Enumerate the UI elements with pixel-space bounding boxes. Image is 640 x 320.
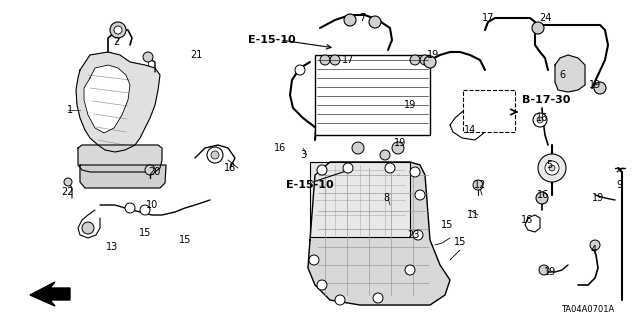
Circle shape [380, 150, 390, 160]
Text: 19: 19 [404, 100, 416, 110]
Circle shape [405, 265, 415, 275]
Polygon shape [30, 282, 70, 306]
Text: 15: 15 [139, 228, 151, 238]
Text: 15: 15 [441, 220, 453, 230]
Text: 10: 10 [146, 200, 158, 210]
Text: 21: 21 [190, 50, 202, 60]
Circle shape [473, 180, 483, 190]
Circle shape [140, 205, 150, 215]
Circle shape [549, 165, 555, 171]
Circle shape [420, 55, 430, 65]
Bar [310, 162, 410, 237]
Circle shape [410, 167, 420, 177]
Text: 19: 19 [427, 50, 439, 60]
Circle shape [317, 165, 327, 175]
Text: 17: 17 [482, 13, 494, 23]
Text: 20: 20 [148, 167, 160, 177]
Circle shape [545, 161, 559, 175]
Text: 8: 8 [383, 193, 389, 203]
Circle shape [590, 240, 600, 250]
Polygon shape [84, 65, 130, 133]
Circle shape [82, 222, 94, 234]
Text: 24: 24 [539, 13, 551, 23]
Text: 4: 4 [591, 245, 597, 255]
Text: 23: 23 [407, 230, 419, 240]
Text: 15: 15 [179, 235, 191, 245]
Bar [463, 90, 515, 132]
Circle shape [539, 265, 549, 275]
Text: 16: 16 [274, 143, 286, 153]
Text: 19: 19 [544, 267, 556, 277]
Text: 14: 14 [464, 125, 476, 135]
Circle shape [330, 55, 340, 65]
Text: 2: 2 [113, 37, 119, 47]
Circle shape [415, 190, 425, 200]
Circle shape [317, 280, 327, 290]
Circle shape [413, 230, 423, 240]
Text: 9: 9 [616, 180, 622, 190]
Circle shape [369, 16, 381, 28]
Text: 3: 3 [300, 150, 306, 160]
Circle shape [145, 165, 155, 175]
Circle shape [536, 192, 548, 204]
Text: E-15-10: E-15-10 [286, 180, 334, 190]
Circle shape [537, 117, 543, 123]
Text: 7: 7 [359, 13, 365, 23]
Text: 19: 19 [589, 80, 601, 90]
Circle shape [114, 26, 122, 34]
Text: 16: 16 [537, 190, 549, 200]
Polygon shape [308, 162, 450, 305]
Circle shape [392, 142, 404, 154]
Text: FR.: FR. [50, 291, 70, 301]
Text: 16: 16 [536, 113, 548, 123]
Circle shape [343, 163, 353, 173]
Circle shape [352, 142, 364, 154]
Text: 5: 5 [546, 160, 552, 170]
Circle shape [143, 52, 153, 62]
Circle shape [594, 82, 606, 94]
Circle shape [211, 151, 219, 159]
Text: 12: 12 [474, 180, 486, 190]
Circle shape [424, 56, 436, 68]
Text: B-17-30: B-17-30 [522, 95, 570, 105]
Text: 11: 11 [467, 210, 479, 220]
Circle shape [110, 22, 126, 38]
Text: 6: 6 [559, 70, 565, 80]
Circle shape [538, 154, 566, 182]
Text: 16: 16 [521, 215, 533, 225]
Text: 19: 19 [592, 193, 604, 203]
Circle shape [385, 163, 395, 173]
Polygon shape [78, 145, 162, 172]
Text: 13: 13 [106, 242, 118, 252]
Circle shape [320, 55, 330, 65]
Circle shape [335, 295, 345, 305]
Text: 18: 18 [224, 163, 236, 173]
Circle shape [533, 113, 547, 127]
Circle shape [410, 55, 420, 65]
Polygon shape [555, 55, 585, 92]
Circle shape [207, 147, 223, 163]
Polygon shape [76, 52, 160, 152]
Circle shape [295, 65, 305, 75]
Text: TA04A0701A: TA04A0701A [561, 306, 614, 315]
Text: 15: 15 [454, 237, 466, 247]
Circle shape [532, 22, 544, 34]
Bar [315, 55, 430, 135]
Text: 17: 17 [342, 55, 354, 65]
Circle shape [125, 203, 135, 213]
Circle shape [373, 293, 383, 303]
Circle shape [64, 178, 72, 186]
Text: E-15-10: E-15-10 [248, 35, 296, 45]
Circle shape [309, 255, 319, 265]
Text: 1: 1 [67, 105, 73, 115]
Text: 22: 22 [61, 187, 74, 197]
Polygon shape [80, 165, 166, 188]
Text: 19: 19 [394, 138, 406, 148]
Circle shape [344, 14, 356, 26]
